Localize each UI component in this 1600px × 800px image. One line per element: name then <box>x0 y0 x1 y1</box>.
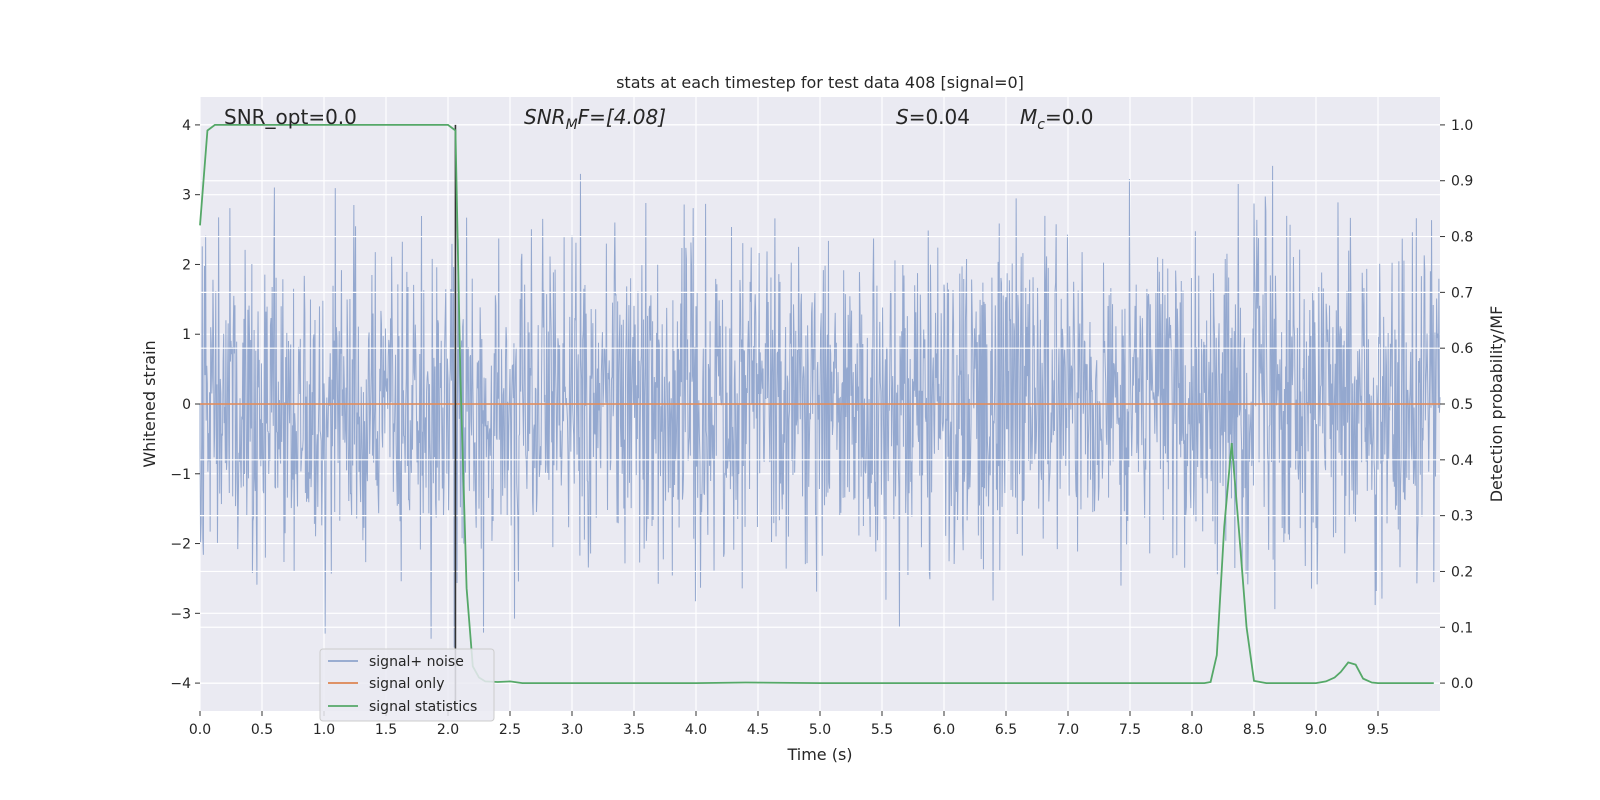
y-axis-right-ticks: 1.0 0.9 0.8 0.7 0.6 0.5 0.4 0.3 0.2 0.1 0.0 <box>1440 118 1473 692</box>
annotation-snr-mf: SNRMF=[4.08] <box>524 105 666 133</box>
x-tick-label: 3.0 <box>561 722 583 738</box>
x-tick-label: 7.0 <box>1057 722 1079 738</box>
x-tick-label: 1.0 <box>313 722 335 738</box>
x-tick-label: 2.5 <box>499 722 521 738</box>
annotation-mc: Mc=0.0 <box>1020 105 1094 133</box>
annotation-s: S=0.04 <box>896 105 970 129</box>
y-left-tick-label: −4 <box>170 676 191 692</box>
y-right-tick-label: 0.4 <box>1451 453 1473 469</box>
y-right-tick-label: 1.0 <box>1451 118 1473 134</box>
x-tick-label: 4.5 <box>747 722 769 738</box>
x-tick-label: 7.5 <box>1119 722 1141 738</box>
chart-title: stats at each timestep for test data 408… <box>616 73 1024 92</box>
y-right-tick-label: 0.1 <box>1451 620 1473 636</box>
x-axis-ticks: 0.0 0.5 1.0 1.5 2.0 2.5 3.0 3.5 4.0 4.5 5.0 5.5 6.0 6… <box>189 711 1389 738</box>
x-axis-label: Time (s) <box>786 745 852 764</box>
y-right-tick-label: 0.7 <box>1451 285 1473 301</box>
x-tick-label: 6.0 <box>933 722 955 738</box>
y-left-tick-label: 1 <box>182 327 191 343</box>
y-right-tick-label: 0.5 <box>1451 397 1473 413</box>
y-left-tick-label: 4 <box>182 118 191 134</box>
x-tick-label: 8.0 <box>1181 722 1203 738</box>
y-left-tick-label: 0 <box>182 397 191 413</box>
y-axis-left-ticks: 4 3 2 1 0 −1 −2 −3 −4 <box>170 118 200 692</box>
y-right-tick-label: 0.8 <box>1451 230 1473 246</box>
legend: signal+ noise signal only signal statist… <box>319 648 495 722</box>
y-right-tick-label: 0.6 <box>1451 341 1473 357</box>
x-tick-label: 1.5 <box>375 722 397 738</box>
x-tick-label: 5.0 <box>809 722 831 738</box>
x-tick-label: 2.0 <box>437 722 459 738</box>
noise-trace <box>199 165 1441 648</box>
x-tick-label: 4.0 <box>685 722 707 738</box>
annotation-snr-opt: SNR_opt=0.0 <box>224 105 357 129</box>
y-left-tick-label: 2 <box>182 257 191 273</box>
legend-label-noise: signal+ noise <box>369 654 464 670</box>
y-left-tick-label: −2 <box>170 537 191 553</box>
y-right-tick-label: 0.9 <box>1451 174 1473 190</box>
y-left-tick-label: 3 <box>182 188 191 204</box>
y-axis-right-label: Detection probability/MF <box>1487 306 1506 503</box>
x-tick-label: 8.5 <box>1243 722 1265 738</box>
y-left-tick-label: −3 <box>170 606 191 622</box>
legend-box <box>319 648 495 722</box>
series-signal-statistics <box>199 124 1434 684</box>
x-tick-label: 0.0 <box>189 722 211 738</box>
x-tick-label: 3.5 <box>623 722 645 738</box>
y-right-tick-label: 0.3 <box>1451 509 1473 525</box>
y-left-tick-label: −1 <box>170 467 191 483</box>
y-axis-left-label: Whitened strain <box>140 340 159 467</box>
x-tick-label: 5.5 <box>871 722 893 738</box>
x-tick-label: 9.5 <box>1367 722 1389 738</box>
legend-label-statistics: signal statistics <box>369 699 477 715</box>
x-tick-label: 9.0 <box>1305 722 1327 738</box>
x-tick-label: 0.5 <box>251 722 273 738</box>
legend-label-signal-only: signal only <box>369 676 444 692</box>
y-right-tick-label: 0.0 <box>1451 676 1473 692</box>
y-right-tick-label: 0.2 <box>1451 564 1473 580</box>
x-tick-label: 6.5 <box>995 722 1017 738</box>
series-signal-noise <box>199 165 1441 648</box>
